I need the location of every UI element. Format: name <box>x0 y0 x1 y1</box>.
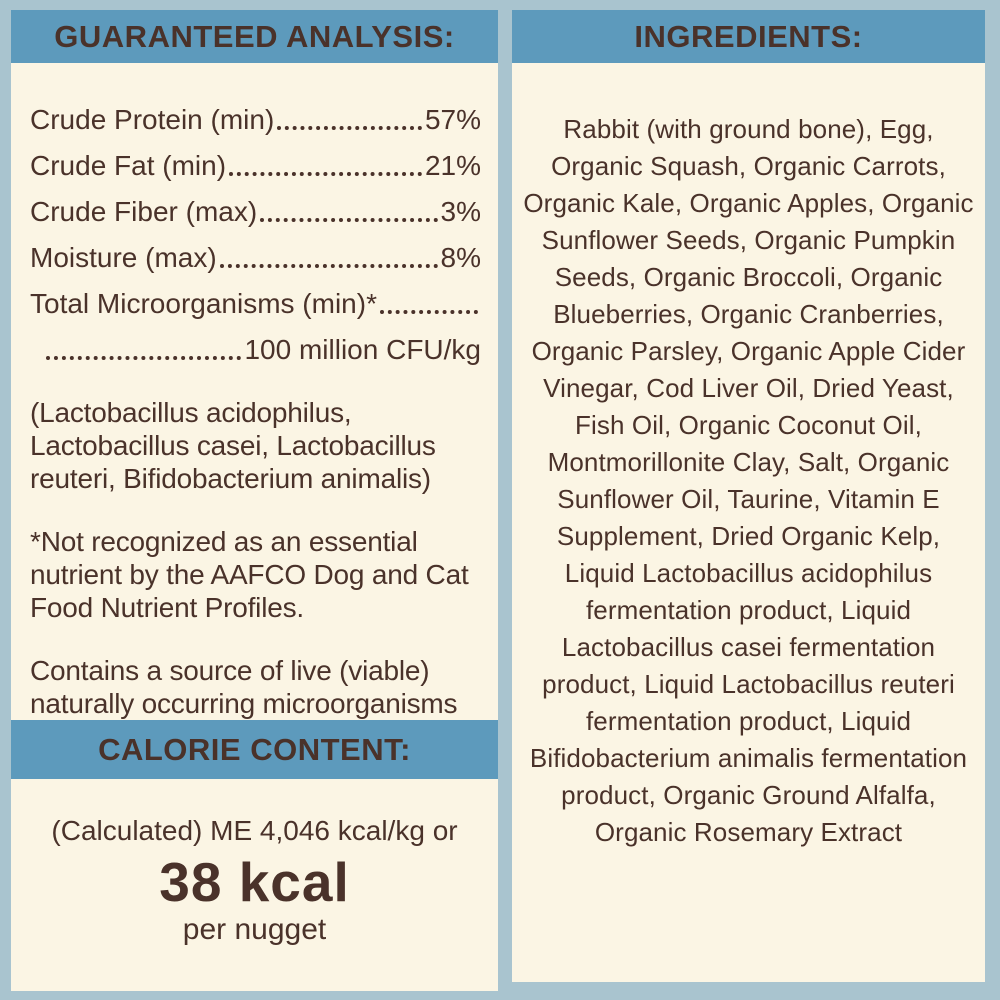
analysis-row-total-microorganisms: Total Microorganisms (min)* <box>30 289 481 319</box>
dotted-leader <box>379 310 478 314</box>
analysis-row-value: 100 million CFU/kg <box>244 334 481 365</box>
calorie-content-header: CALORIE CONTENT: <box>11 720 498 779</box>
ingredients-body: Rabbit (with ground bone), Egg, Organic … <box>512 63 985 982</box>
analysis-row-value: 21% <box>424 150 481 181</box>
dotted-leader <box>219 264 438 268</box>
calorie-unit: per nugget <box>182 913 327 946</box>
analysis-row-moisture: Moisture (max) 8% <box>30 243 481 273</box>
dotted-leader <box>229 172 422 176</box>
analysis-row-label: Crude Fiber (max) <box>30 196 258 227</box>
analysis-row-value: 3% <box>440 196 481 227</box>
analysis-row-label: Moisture (max) <box>30 242 217 273</box>
dotted-leader <box>46 356 242 360</box>
aafco-footnote: *Not recognized as an essential nutrient… <box>30 526 469 623</box>
analysis-row-label: Total Microorganisms (min)* <box>30 288 377 319</box>
ingredients-title: INGREDIENTS: <box>634 18 863 54</box>
calorie-value: 38 kcal <box>159 851 350 913</box>
calorie-calculated-line: (Calculated) ME 4,046 kcal/kg or <box>51 815 458 846</box>
microorganism-species-note: (Lactobacillus acidophilus, Lactobacillu… <box>30 397 436 494</box>
guaranteed-analysis-header: GUARANTEED ANALYSIS: <box>11 10 498 63</box>
dotted-leader <box>277 126 422 130</box>
analysis-row-crude-protein: Crude Protein (min) 57% <box>30 105 481 135</box>
guaranteed-analysis-title: GUARANTEED ANALYSIS: <box>54 18 455 54</box>
dotted-leader <box>260 218 438 222</box>
ingredients-panel: INGREDIENTS: Rabbit (with ground bone), … <box>512 10 985 982</box>
ingredients-header: INGREDIENTS: <box>512 10 985 63</box>
calorie-content-body: (Calculated) ME 4,046 kcal/kg or 38 kcal… <box>11 779 498 991</box>
live-microorganisms-note: Contains a source of live (viable) natur… <box>30 655 458 719</box>
ingredients-text: Rabbit (with ground bone), Egg, Organic … <box>523 114 974 847</box>
analysis-row-value: 8% <box>440 242 481 273</box>
guaranteed-analysis-body: Crude Protein (min) 57% Crude Fat (min) … <box>11 63 498 720</box>
analysis-row-total-microorganisms-value: 100 million CFU/kg <box>30 335 481 365</box>
analysis-row-label: Crude Fat (min) <box>30 150 227 181</box>
analysis-row-crude-fiber: Crude Fiber (max) 3% <box>30 197 481 227</box>
analysis-row-crude-fat: Crude Fat (min) 21% <box>30 151 481 181</box>
guaranteed-analysis-panel: GUARANTEED ANALYSIS: Crude Protein (min)… <box>11 10 498 991</box>
analysis-row-label: Crude Protein (min) <box>30 104 275 135</box>
analysis-row-value: 57% <box>424 104 481 135</box>
calorie-content-title: CALORIE CONTENT: <box>98 731 411 767</box>
